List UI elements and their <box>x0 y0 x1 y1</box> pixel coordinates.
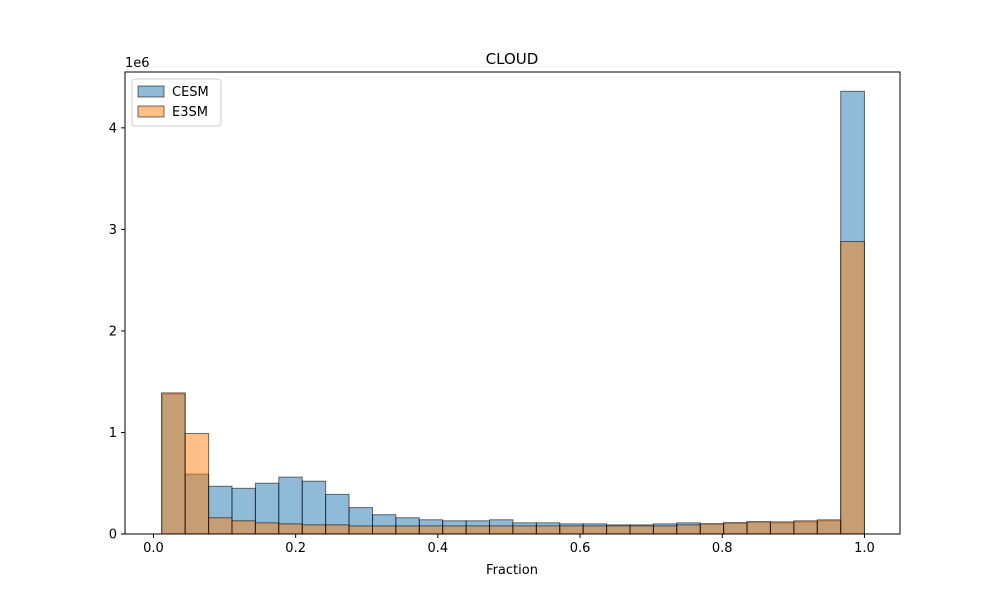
bar-e3sm-28 <box>816 519 842 535</box>
x-tick-label: 0.8 <box>712 541 733 556</box>
bar-e3sm-4 <box>254 522 280 535</box>
y-tick-label: 2 <box>109 324 117 339</box>
bar-e3sm-9 <box>372 525 397 535</box>
bar-e3sm-18 <box>582 525 608 535</box>
bar-e3sm-21 <box>652 525 678 535</box>
y-tick-label: 3 <box>109 223 117 238</box>
bar-e3sm-8 <box>348 525 374 535</box>
y-tick-label: 4 <box>109 121 117 136</box>
bar-e3sm-1 <box>184 432 210 535</box>
bar-e3sm-6 <box>301 524 327 535</box>
bar-e3sm-17 <box>559 525 584 535</box>
y-scale-label: 1e6 <box>125 56 150 71</box>
bar-e3sm-0 <box>161 392 186 535</box>
bar-e3sm-10 <box>395 525 420 535</box>
x-tick-label: 0.4 <box>428 541 449 556</box>
y-tick-label: 0 <box>109 528 117 543</box>
bar-e3sm-2 <box>208 517 233 535</box>
x-tick-label: 0.2 <box>285 541 306 556</box>
bar-e3sm-3 <box>231 520 256 535</box>
y-tick-label: 1 <box>109 426 117 441</box>
x-tick-label: 0.0 <box>143 541 164 556</box>
plot-frame <box>124 71 901 535</box>
bar-e3sm-24 <box>723 522 748 535</box>
bar-e3sm-12 <box>442 525 467 535</box>
bar-e3sm-7 <box>325 524 350 535</box>
bar-e3sm-25 <box>746 521 771 535</box>
bar-e3sm-26 <box>769 521 795 535</box>
bar-e3sm-19 <box>606 525 631 535</box>
bar-e3sm-22 <box>676 524 701 535</box>
bar-e3sm-15 <box>512 525 537 535</box>
bar-e3sm-14 <box>489 525 514 535</box>
legend: CESM E3SM <box>131 78 222 127</box>
legend-label-cesm: CESM <box>172 85 209 100</box>
bar-e3sm-11 <box>418 525 444 535</box>
legend-swatch-e3sm <box>137 105 165 118</box>
x-tick-label: 0.6 <box>570 541 591 556</box>
bar-e3sm-16 <box>535 525 561 535</box>
bar-e3sm-27 <box>793 520 818 535</box>
bar-e3sm-13 <box>465 525 491 535</box>
x-axis-label: Fraction <box>486 563 538 578</box>
bar-e3sm-23 <box>699 523 725 535</box>
x-tick-label: 1.0 <box>854 541 875 556</box>
bar-e3sm-29 <box>840 241 865 535</box>
bar-e3sm-5 <box>278 523 303 535</box>
legend-label-e3sm: E3SM <box>172 105 208 120</box>
bar-e3sm-20 <box>629 525 654 535</box>
legend-swatch-cesm <box>137 85 165 98</box>
chart-title: CLOUD <box>486 50 539 68</box>
